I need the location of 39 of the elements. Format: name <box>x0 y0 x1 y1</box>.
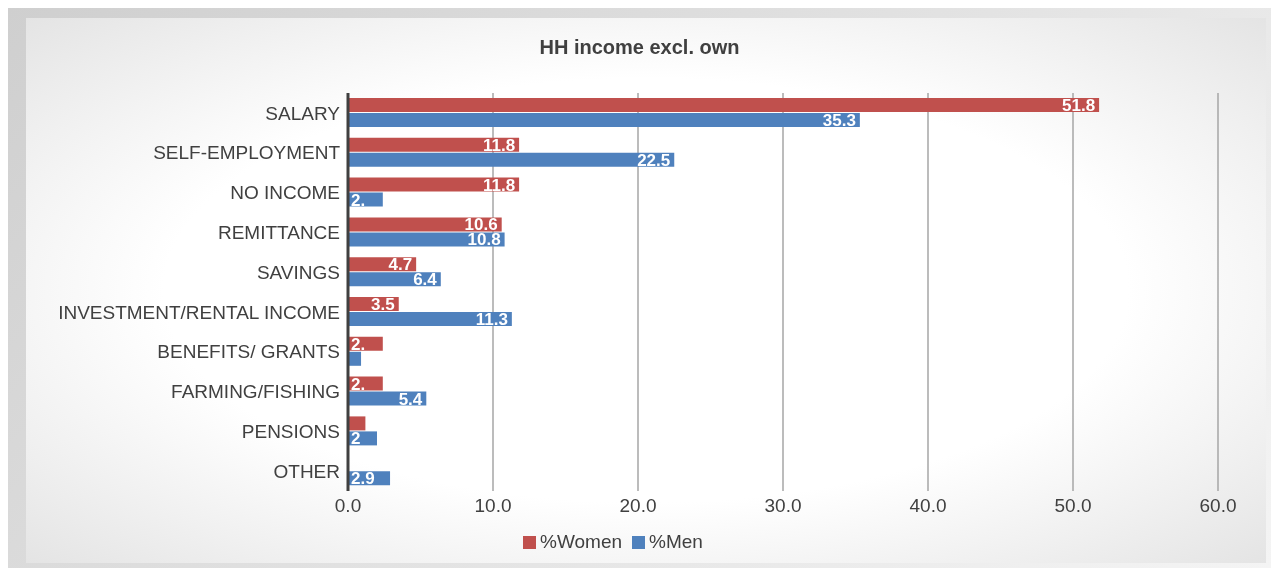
x-tick-label: 20.0 <box>619 495 657 517</box>
y-tick-label: SELF-EMPLOYMENT <box>153 142 341 164</box>
y-tick-label: REMITTANCE <box>217 222 340 244</box>
x-tick-label: 50.0 <box>1054 495 1092 517</box>
y-tick-label: SAVINGS <box>256 261 340 283</box>
data-label: 2. <box>351 334 366 354</box>
legend-label: %Women <box>540 531 623 552</box>
x-tick-label: 40.0 <box>909 495 947 517</box>
x-tick-label: 10.0 <box>474 495 512 517</box>
data-label: 11.8 <box>482 135 516 155</box>
data-label: 2.9 <box>351 469 375 489</box>
y-tick-label: OTHER <box>273 460 340 482</box>
data-label: 2 <box>351 429 361 449</box>
chart-title: HH income excl. own <box>538 36 741 59</box>
y-tick-label: FARMING/FISHING <box>171 381 340 403</box>
data-label: 10.8 <box>467 230 501 250</box>
data-label: 51.8 <box>1062 95 1096 115</box>
legend-label: %Men <box>649 531 703 552</box>
bar <box>348 152 675 167</box>
y-tick-label: NO INCOME <box>230 182 340 204</box>
y-tick-label: SALARY <box>265 102 341 124</box>
data-label: 2. <box>351 190 366 210</box>
y-tick-label: PENSIONS <box>241 421 340 443</box>
y-tick-label: BENEFITS/ GRANTS <box>157 341 340 363</box>
bar <box>348 98 1100 112</box>
data-label: 11.8 <box>482 175 516 195</box>
data-label: 3.5 <box>371 294 395 314</box>
y-tick-label: INVESTMENT/RENTAL INCOME <box>58 301 340 323</box>
data-label: 35.3 <box>822 110 856 130</box>
data-label: 5.4 <box>398 389 423 409</box>
data-label: 6.4 <box>413 270 438 290</box>
bar <box>348 113 860 127</box>
x-tick-label: 60.0 <box>1199 495 1237 517</box>
data-label: 4.7 <box>388 255 413 275</box>
data-label: 22.5 <box>637 150 671 170</box>
data-label: 11.3 <box>475 309 508 329</box>
data-label: 2. <box>351 374 366 394</box>
x-tick-label: 30.0 <box>764 495 802 517</box>
x-tick-label: 0.0 <box>334 495 362 517</box>
